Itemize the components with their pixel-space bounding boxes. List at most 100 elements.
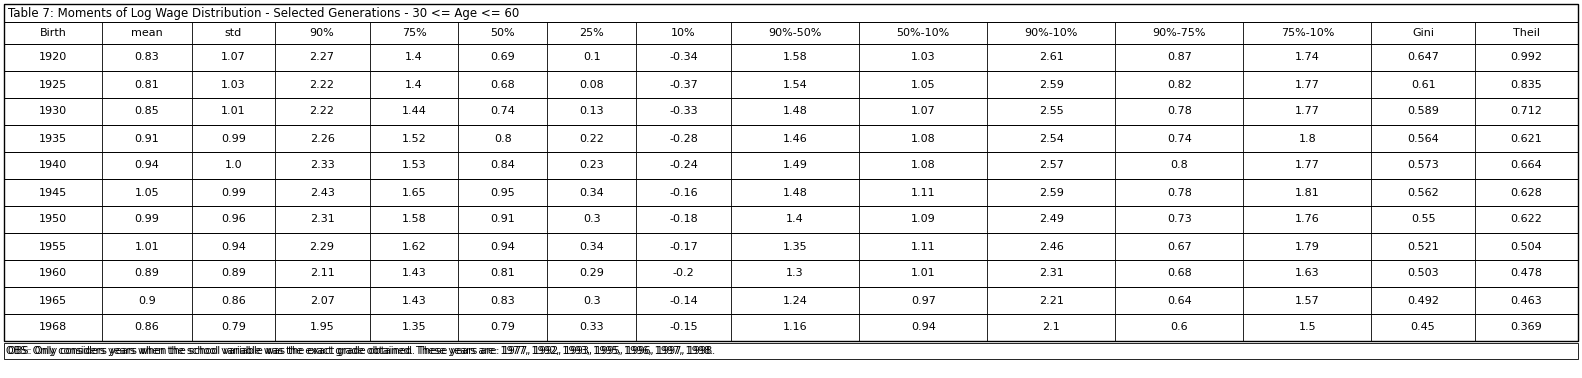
Text: 0.622: 0.622 (1511, 214, 1542, 225)
Text: 75%-10%: 75%-10% (1281, 28, 1334, 38)
Text: 1.8: 1.8 (1299, 133, 1316, 144)
Text: 0.562: 0.562 (1408, 187, 1440, 197)
Text: 1968: 1968 (40, 322, 66, 333)
Bar (5, 22, 1577, 44)
Text: 0.83: 0.83 (134, 53, 160, 62)
Text: std: std (225, 28, 242, 38)
Text: Gini: Gini (1413, 28, 1433, 38)
Text: 1.07: 1.07 (911, 107, 935, 116)
Text: 2.49: 2.49 (1039, 214, 1063, 225)
Text: Table 7: Moments of Log Wage Distribution - Selected Generations - 30 <= Age <= : Table 7: Moments of Log Wage Distributio… (8, 6, 519, 20)
Text: 75%: 75% (402, 28, 427, 38)
Text: 1.05: 1.05 (134, 187, 160, 197)
Text: 1.35: 1.35 (402, 322, 426, 333)
Text: 1.01: 1.01 (911, 268, 935, 279)
Text: 1945: 1945 (40, 187, 66, 197)
Text: 0.99: 0.99 (221, 133, 245, 144)
Text: 2.11: 2.11 (310, 268, 334, 279)
Text: 0.94: 0.94 (221, 242, 245, 251)
Text: 0.08: 0.08 (579, 79, 604, 90)
Text: 2.59: 2.59 (1039, 187, 1063, 197)
Bar (5, 152, 1577, 179)
Text: 2.26: 2.26 (310, 133, 334, 144)
Text: 0.33: 0.33 (579, 322, 604, 333)
Bar (5, 260, 1577, 287)
Text: Theil: Theil (1512, 28, 1539, 38)
Text: 2.59: 2.59 (1039, 79, 1063, 90)
Text: 1950: 1950 (40, 214, 66, 225)
Text: 0.13: 0.13 (579, 107, 604, 116)
Text: 0.79: 0.79 (221, 322, 245, 333)
Text: 1.01: 1.01 (134, 242, 160, 251)
Text: OBS: Only considers years when the school variable was the exact grade obtained.: OBS: Only considers years when the schoo… (8, 346, 715, 356)
Text: 0.81: 0.81 (490, 268, 516, 279)
Text: -0.24: -0.24 (669, 161, 698, 170)
Text: 0.564: 0.564 (1408, 133, 1440, 144)
Text: 1.03: 1.03 (221, 79, 245, 90)
Bar (5, 4, 1577, 341)
Text: -0.18: -0.18 (669, 214, 698, 225)
Text: 90%-50%: 90%-50% (769, 28, 821, 38)
Text: 0.74: 0.74 (1168, 133, 1191, 144)
Text: 2.43: 2.43 (310, 187, 334, 197)
Text: 1.81: 1.81 (1296, 187, 1319, 197)
Text: 1.58: 1.58 (783, 53, 807, 62)
Text: 50%-10%: 50%-10% (897, 28, 949, 38)
Bar (5, 125, 1577, 152)
Text: 1.4: 1.4 (786, 214, 804, 225)
Text: Birth: Birth (40, 28, 66, 38)
Text: 1.07: 1.07 (221, 53, 245, 62)
Text: 1965: 1965 (40, 296, 66, 305)
Text: 0.621: 0.621 (1511, 133, 1542, 144)
Bar (5, 44, 1577, 71)
Text: 0.55: 0.55 (1411, 214, 1435, 225)
Text: -0.2: -0.2 (672, 268, 694, 279)
Text: 0.86: 0.86 (134, 322, 160, 333)
Text: 0.23: 0.23 (579, 161, 604, 170)
Text: 1.3: 1.3 (786, 268, 804, 279)
Text: 1.49: 1.49 (783, 161, 807, 170)
Text: -0.16: -0.16 (669, 187, 698, 197)
Text: 0.99: 0.99 (221, 187, 245, 197)
Text: 0.29: 0.29 (579, 268, 604, 279)
Text: 1.76: 1.76 (1296, 214, 1319, 225)
Text: 0.74: 0.74 (490, 107, 516, 116)
Text: -0.33: -0.33 (669, 107, 698, 116)
Text: 1.63: 1.63 (1296, 268, 1319, 279)
Text: 1.77: 1.77 (1296, 161, 1319, 170)
Bar (5, 233, 1577, 260)
Text: 0.664: 0.664 (1511, 161, 1542, 170)
Text: 0.34: 0.34 (579, 187, 604, 197)
Text: 1920: 1920 (40, 53, 66, 62)
Text: 0.478: 0.478 (1511, 268, 1542, 279)
Text: 1.74: 1.74 (1296, 53, 1319, 62)
Text: 1.48: 1.48 (783, 187, 807, 197)
Text: 1.11: 1.11 (911, 242, 935, 251)
Text: 2.07: 2.07 (310, 296, 334, 305)
Text: 2.46: 2.46 (1039, 242, 1063, 251)
Bar (5, 206, 1577, 233)
Text: -0.28: -0.28 (669, 133, 698, 144)
Text: 0.504: 0.504 (1511, 242, 1542, 251)
Text: 25%: 25% (579, 28, 604, 38)
Text: 2.55: 2.55 (1039, 107, 1063, 116)
Text: -0.37: -0.37 (669, 79, 698, 90)
Text: 1.48: 1.48 (783, 107, 807, 116)
Text: 0.628: 0.628 (1511, 187, 1542, 197)
Text: 1940: 1940 (40, 161, 66, 170)
Text: 0.79: 0.79 (490, 322, 516, 333)
Text: 0.9: 0.9 (138, 296, 157, 305)
Text: 0.22: 0.22 (579, 133, 604, 144)
Text: 1.08: 1.08 (911, 133, 935, 144)
Text: mean: mean (131, 28, 163, 38)
Text: 2.31: 2.31 (1039, 268, 1063, 279)
Text: 1930: 1930 (40, 107, 66, 116)
Bar (5, 179, 1577, 206)
Text: 2.1: 2.1 (1043, 322, 1060, 333)
Bar (5, 71, 1577, 98)
Text: 0.8: 0.8 (494, 133, 511, 144)
Text: OBS: Only considers years when the school variable was the exact grade obtained.: OBS: Only considers years when the schoo… (6, 346, 713, 356)
Text: 0.82: 0.82 (1168, 79, 1191, 90)
Text: 90%: 90% (310, 28, 334, 38)
Text: 0.589: 0.589 (1406, 107, 1440, 116)
